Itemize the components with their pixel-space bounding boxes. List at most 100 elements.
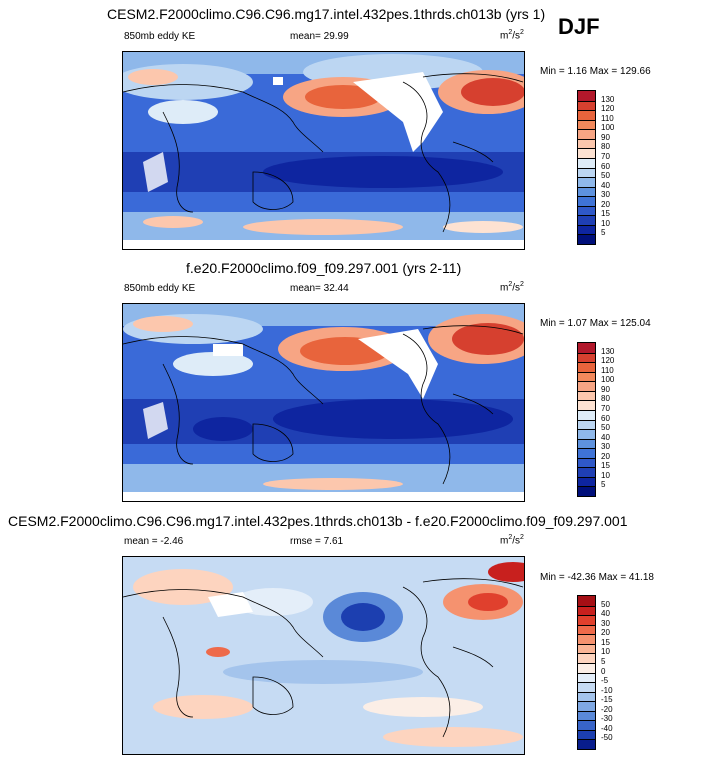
colorbar-segment	[578, 409, 595, 420]
colorbar-segment	[578, 643, 595, 654]
season-label: DJF	[558, 14, 600, 39]
colorbar-segment	[578, 224, 595, 235]
colorbar-segment	[578, 100, 595, 111]
colorbar-segment	[578, 400, 595, 410]
colorbar-tick-label: 40	[601, 432, 610, 442]
colorbar-tick-label: 60	[601, 413, 610, 423]
colorbar-tick-label: 110	[601, 113, 614, 123]
colorbar-tick-label: 130	[601, 94, 615, 104]
panel-1-map	[122, 51, 525, 250]
colorbar-segment	[578, 129, 595, 139]
panel-3-colorbar	[577, 595, 596, 750]
colorbar-tick-label: 50	[601, 599, 610, 609]
panel-1-colorbar	[577, 90, 596, 245]
colorbar-segment	[578, 234, 595, 244]
colorbar-segment	[578, 672, 595, 683]
panel-2-left-label: 850mb eddy KE	[124, 283, 196, 294]
panel-2-minmax: Min = 1.07 Max = 125.04	[540, 318, 651, 329]
panel-3-minmax: Min = -42.36 Max = 41.18	[540, 572, 654, 583]
colorbar-segment	[578, 157, 595, 168]
panel-1-mean-label: mean= 29.99	[290, 31, 349, 42]
colorbar-segment	[578, 429, 595, 439]
colorbar-segment	[578, 448, 595, 458]
colorbar-tick-label: -30	[601, 714, 613, 724]
colorbar-segment	[578, 119, 595, 130]
panel-2-title: f.e20.F2000climo.f09_f09.297.001 (yrs 2-…	[186, 260, 462, 276]
panel-3-map-svg	[123, 557, 524, 754]
colorbar-tick-label: 110	[601, 365, 614, 375]
panel-1-left-label: 850mb eddy KE	[124, 31, 196, 42]
colorbar-segment	[578, 467, 595, 477]
colorbar-tick-label: 60	[601, 161, 610, 171]
colorbar-tick-label: 20	[601, 451, 610, 461]
colorbar-segment	[578, 701, 595, 711]
panel-2-colorbar	[577, 342, 596, 497]
panel-3-rmse-label: rmse = 7.61	[290, 536, 344, 547]
colorbar-segment	[578, 390, 595, 401]
panel-1-minmax: Min = 1.16 Max = 129.66	[540, 66, 651, 77]
colorbar-tick-label: 80	[601, 394, 610, 404]
colorbar-segment	[578, 739, 595, 749]
colorbar-segment	[578, 352, 595, 363]
colorbar-segment	[578, 662, 595, 673]
panel-1-title: CESM2.F2000climo.C96.C96.mg17.intel.432p…	[107, 6, 546, 22]
colorbar-tick-label: -20	[601, 704, 613, 714]
colorbar-tick-label: 50	[601, 423, 610, 433]
colorbar-segment	[578, 653, 595, 663]
colorbar-tick-label: 5	[601, 228, 606, 238]
colorbar-segment	[578, 381, 595, 391]
colorbar-segment	[578, 215, 595, 225]
colorbar-segment	[578, 682, 595, 692]
colorbar-segment	[578, 343, 595, 353]
colorbar-tick-label: 5	[601, 656, 606, 666]
panel-3-map	[122, 556, 525, 755]
panel-1-map-svg	[123, 52, 524, 249]
colorbar-tick-label: 10	[601, 647, 610, 657]
colorbar-tick-label: 70	[601, 151, 610, 161]
colorbar-segment	[578, 196, 595, 206]
colorbar-segment	[578, 362, 595, 372]
colorbar-tick-label: -15	[601, 695, 613, 705]
colorbar-segment	[578, 729, 595, 740]
panel-3-mean-label: mean = -2.46	[124, 536, 184, 547]
colorbar-tick-label: 40	[601, 609, 610, 619]
colorbar-tick-label: 15	[601, 637, 610, 647]
colorbar-segment	[578, 138, 595, 149]
colorbar-segment	[578, 186, 595, 197]
colorbar-segment	[578, 691, 595, 702]
colorbar-tick-label: -10	[601, 685, 613, 695]
colorbar-tick-label: 70	[601, 403, 610, 413]
colorbar-tick-label: 10	[601, 218, 610, 228]
colorbar-tick-label: -40	[601, 723, 613, 733]
colorbar-tick-label: 40	[601, 180, 610, 190]
colorbar-segment	[578, 419, 595, 430]
colorbar-tick-label: 10	[601, 470, 610, 480]
colorbar-segment	[578, 596, 595, 606]
colorbar-segment	[578, 720, 595, 730]
colorbar-segment	[578, 148, 595, 158]
panel-3-title: CESM2.F2000climo.C96.C96.mg17.intel.432p…	[8, 513, 628, 529]
colorbar-segment	[578, 371, 595, 382]
colorbar-segment	[578, 167, 595, 178]
colorbar-tick-label: -50	[601, 733, 613, 743]
colorbar-segment	[578, 615, 595, 625]
colorbar-tick-label: -5	[601, 676, 609, 686]
colorbar-tick-label: 20	[601, 199, 610, 209]
colorbar-tick-label: 90	[601, 132, 610, 142]
colorbar-tick-label: 30	[601, 618, 610, 628]
colorbar-tick-label: 120	[601, 356, 615, 366]
colorbar-tick-label: 15	[601, 209, 610, 219]
panel-2-map	[122, 303, 525, 502]
colorbar-segment	[578, 605, 595, 616]
colorbar-tick-label: 15	[601, 461, 610, 471]
panel-2-units: m2/s2	[500, 281, 524, 294]
colorbar-tick-label: 100	[601, 375, 615, 385]
panel-2-mean-label: mean= 32.44	[290, 283, 349, 294]
colorbar-segment	[578, 476, 595, 487]
colorbar-segment	[578, 110, 595, 120]
colorbar-segment	[578, 177, 595, 187]
panel-1-units: m2/s2	[500, 29, 524, 42]
colorbar-tick-label: 30	[601, 190, 610, 200]
panel-2-map-svg	[123, 304, 524, 501]
colorbar-tick-label: 50	[601, 171, 610, 181]
